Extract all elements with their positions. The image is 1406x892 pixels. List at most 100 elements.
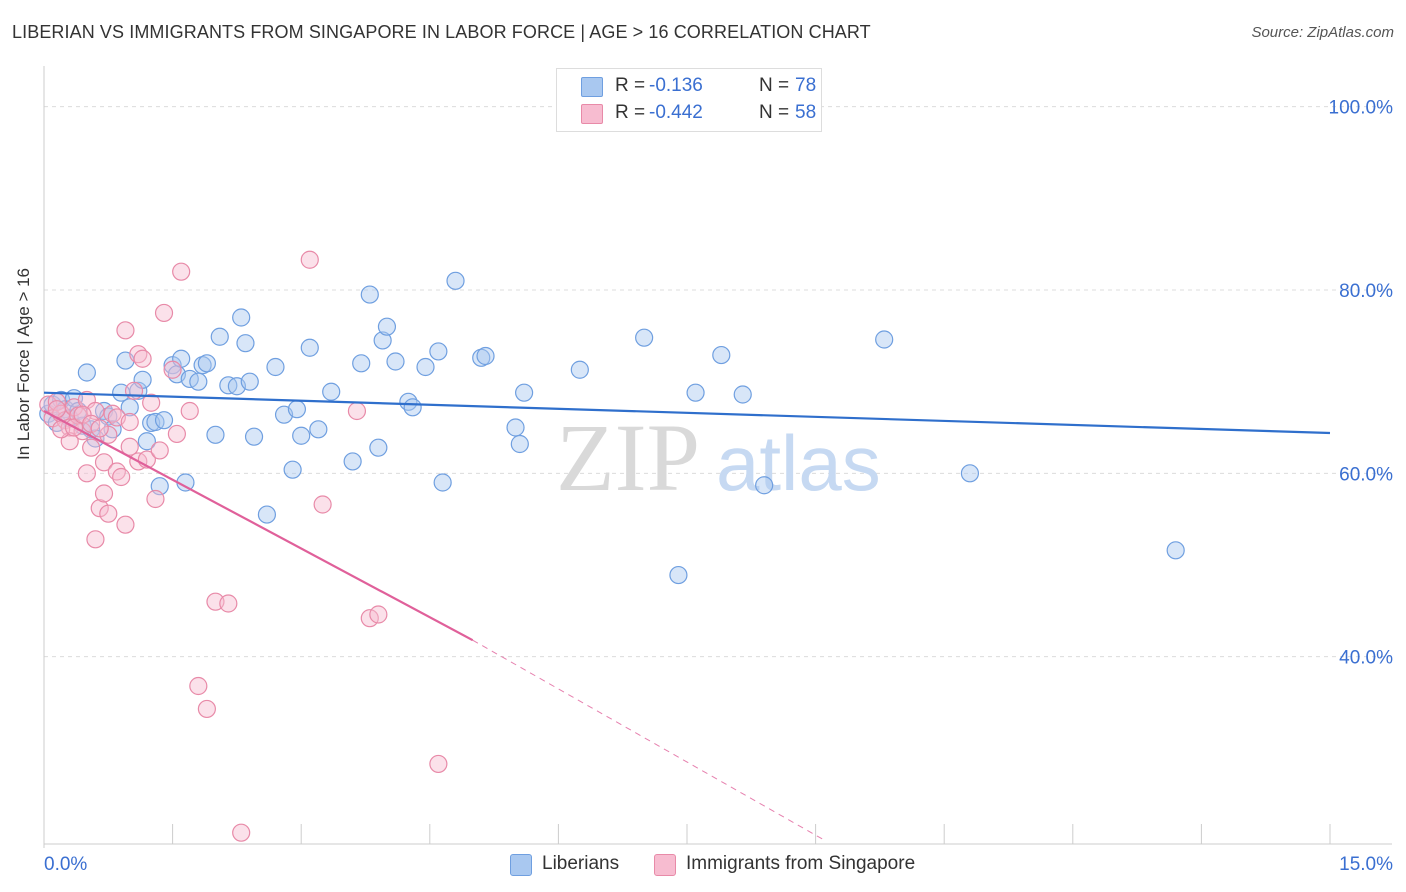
legend-n-value: 58 xyxy=(795,102,817,123)
liberians-point xyxy=(189,372,208,391)
liberians-point xyxy=(287,400,307,419)
liberians-point xyxy=(377,317,397,336)
singapore-point xyxy=(154,303,174,323)
x-tick-label: 15.0% xyxy=(1339,854,1393,875)
source-label: Source: ZipAtlas.com xyxy=(1251,24,1394,41)
series-swatch-liberians xyxy=(510,854,532,876)
singapore-point xyxy=(369,605,388,624)
singapore-point xyxy=(163,360,182,379)
singapore-point xyxy=(167,424,186,444)
legend-n-label: N = xyxy=(759,75,790,96)
watermark: ZIP atlas xyxy=(556,404,881,511)
stats-legend: R = -0.136 N = 78 R = -0.442 N = 58 xyxy=(556,68,822,132)
liberians-point xyxy=(232,308,251,327)
singapore-point xyxy=(180,401,199,421)
liberians-point xyxy=(755,476,774,495)
singapore-point xyxy=(94,453,114,472)
liberians-point xyxy=(635,328,654,347)
singapore-point xyxy=(124,381,144,400)
x-tick-label: 0.0% xyxy=(44,854,87,875)
liberians-point xyxy=(292,426,311,445)
singapore-point xyxy=(99,504,118,523)
y-tick-label: 100.0% xyxy=(1329,98,1394,119)
singapore-point xyxy=(86,530,105,549)
liberians-point xyxy=(960,464,980,483)
singapore-point xyxy=(232,823,251,842)
singapore-point xyxy=(429,754,448,774)
singapore-point xyxy=(116,515,135,534)
y-tick-label: 80.0% xyxy=(1339,281,1393,302)
legend-r-label: R = xyxy=(615,102,646,123)
liberians-point xyxy=(309,420,328,439)
liberians-point xyxy=(476,346,495,366)
singapore-point xyxy=(146,489,165,509)
liberians-point xyxy=(733,385,752,404)
legend-n-value: 78 xyxy=(795,75,817,96)
legend-swatch-liberians xyxy=(581,77,603,97)
liberians-point xyxy=(322,382,341,401)
singapore-point xyxy=(112,467,131,487)
liberians-point xyxy=(197,354,216,373)
singapore-trend-line xyxy=(43,410,474,642)
liberians-point xyxy=(506,418,525,437)
legend-r-value: -0.442 xyxy=(649,102,703,123)
liberians-point xyxy=(137,432,156,451)
liberians-point xyxy=(446,271,465,290)
liberians-point xyxy=(403,398,422,417)
singapore-point xyxy=(150,441,169,460)
singapore-trend-extension xyxy=(472,639,825,841)
liberians-point xyxy=(510,434,529,454)
liberians-point xyxy=(373,331,392,350)
singapore-point xyxy=(77,464,96,483)
singapore-point xyxy=(90,419,109,438)
y-axis-label: In Labor Force | Age > 16 xyxy=(14,267,33,460)
chart-title: LIBERIAN VS IMMIGRANTS FROM SINGAPORE IN… xyxy=(12,22,871,42)
liberians-point xyxy=(515,383,534,402)
liberians-point xyxy=(712,345,731,365)
liberians-point xyxy=(369,438,388,457)
liberians-point xyxy=(257,505,277,524)
liberians-point xyxy=(283,460,302,479)
data-points xyxy=(39,250,1185,842)
series-label-liberians: Liberians xyxy=(542,853,620,874)
liberians-point xyxy=(433,473,452,492)
liberians-point xyxy=(236,334,255,353)
singapore-point xyxy=(189,676,208,696)
liberians-point xyxy=(240,372,259,391)
singapore-point xyxy=(116,321,135,340)
liberians-point xyxy=(570,360,589,379)
axes xyxy=(43,66,1392,848)
singapore-point xyxy=(313,495,332,514)
series-label-singapore: Immigrants from Singapore xyxy=(686,853,916,874)
singapore-point xyxy=(172,262,191,281)
liberians-point xyxy=(210,327,229,346)
liberians-point xyxy=(386,352,405,371)
singapore-point xyxy=(120,412,139,432)
liberians-point xyxy=(416,357,435,377)
liberians-point xyxy=(154,411,174,430)
liberians-point xyxy=(352,354,371,373)
singapore-point xyxy=(219,594,238,613)
watermark-zip: ZIP xyxy=(556,404,700,511)
singapore-point xyxy=(300,250,319,269)
liberians-point xyxy=(669,565,688,585)
watermark-atlas: atlas xyxy=(716,419,881,507)
legend-r-label: R = xyxy=(615,75,646,96)
singapore-point xyxy=(197,699,216,719)
liberians-point xyxy=(300,338,319,357)
series-swatch-singapore xyxy=(654,854,676,876)
legend-r-value: -0.136 xyxy=(649,75,703,96)
singapore-point xyxy=(82,414,101,433)
singapore-point xyxy=(82,438,101,457)
legend-n-label: N = xyxy=(759,102,790,123)
liberians-point xyxy=(77,363,96,382)
liberians-point xyxy=(429,342,448,361)
singapore-point xyxy=(133,349,152,368)
liberians-point xyxy=(266,357,285,377)
liberians-point xyxy=(244,427,264,446)
singapore-point xyxy=(347,401,367,421)
singapore-point xyxy=(142,393,161,412)
liberians-point xyxy=(206,425,225,444)
singapore-point xyxy=(120,437,139,456)
